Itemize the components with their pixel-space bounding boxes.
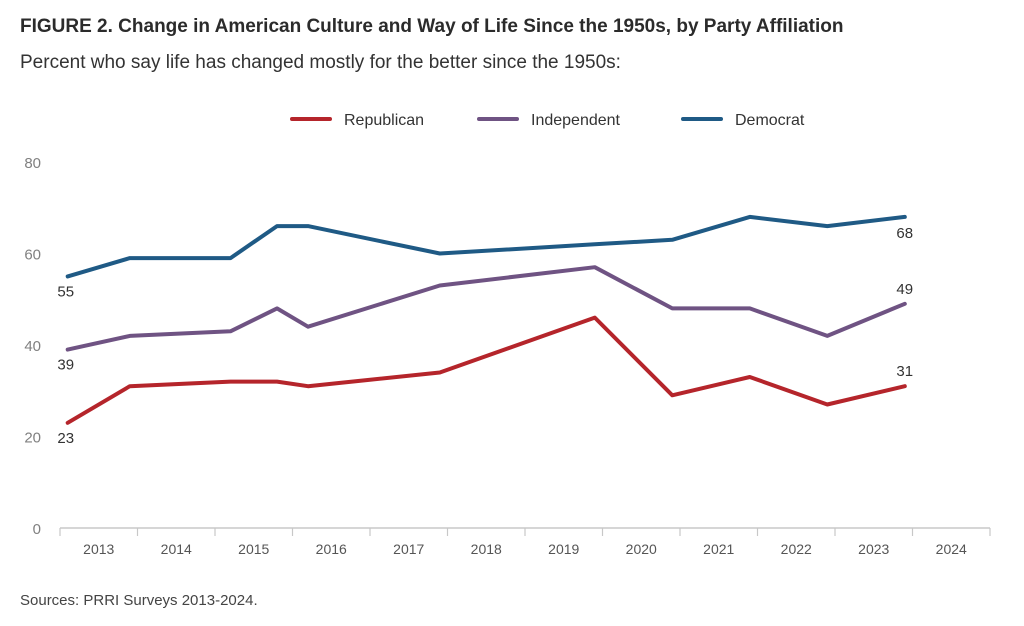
series-line-independent bbox=[65, 265, 907, 352]
source-note: Sources: PRRI Surveys 2013-2024. bbox=[20, 592, 258, 609]
x-tick-label: 2023 bbox=[858, 541, 889, 557]
legend-label-republican: Republican bbox=[344, 112, 424, 129]
chart-subtitle: Percent who say life has changed mostly … bbox=[20, 52, 621, 73]
x-tick-label: 2013 bbox=[83, 541, 114, 557]
data-label: 31 bbox=[896, 363, 913, 380]
y-tick-label: 20 bbox=[24, 430, 41, 447]
x-tick-label: 2015 bbox=[238, 541, 269, 557]
x-tick-label: 2021 bbox=[703, 541, 734, 557]
y-tick-label: 60 bbox=[24, 247, 41, 264]
y-tick-label: 0 bbox=[33, 521, 41, 538]
series-line-democrat bbox=[65, 214, 907, 279]
data-label: 49 bbox=[896, 281, 913, 298]
legend-label-democrat: Democrat bbox=[735, 112, 805, 129]
x-tick-label: 2022 bbox=[781, 541, 812, 557]
data-label: 68 bbox=[896, 225, 913, 242]
x-tick-label: 2018 bbox=[471, 541, 502, 557]
x-tick-label: 2014 bbox=[161, 541, 192, 557]
data-label: 23 bbox=[57, 430, 74, 447]
y-tick-label: 40 bbox=[24, 338, 41, 355]
data-label: 55 bbox=[57, 283, 74, 300]
x-tick-label: 2020 bbox=[626, 541, 657, 557]
chart-title: FIGURE 2. Change in American Culture and… bbox=[20, 16, 844, 37]
x-tick-label: 2017 bbox=[393, 541, 424, 557]
data-label: 39 bbox=[57, 357, 74, 374]
series-line-republican bbox=[65, 315, 907, 425]
x-tick-label: 2016 bbox=[316, 541, 347, 557]
legend-label-independent: Independent bbox=[531, 112, 621, 129]
x-tick-label: 2019 bbox=[548, 541, 579, 557]
y-tick-label: 80 bbox=[24, 155, 41, 172]
x-tick-label: 2024 bbox=[936, 541, 967, 557]
